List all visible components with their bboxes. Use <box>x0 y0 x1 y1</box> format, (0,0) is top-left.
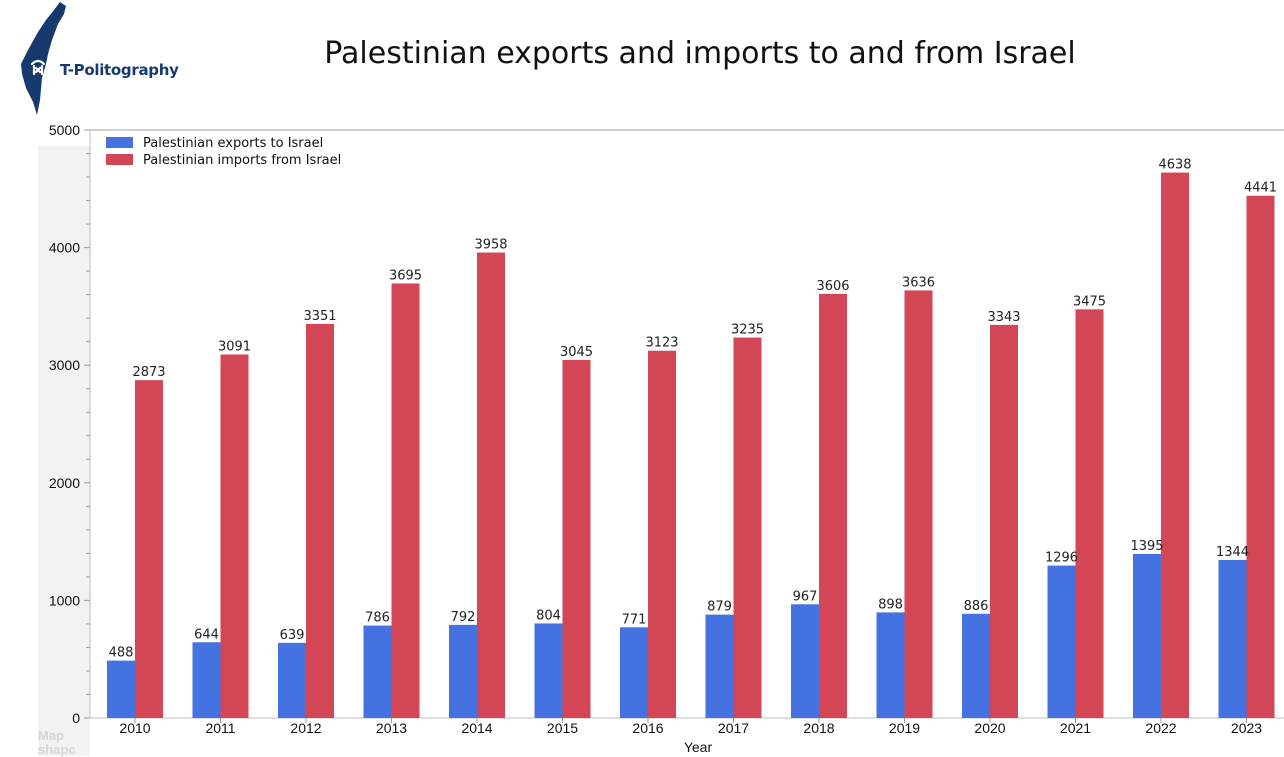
data-label-imports: 3606 <box>816 279 849 294</box>
bar-exports <box>449 624 477 718</box>
x-tick-label: 2012 <box>290 720 321 736</box>
x-axis-label: Year <box>684 739 713 755</box>
bar-exports <box>363 625 392 718</box>
bar-imports <box>1075 309 1104 718</box>
data-label-imports: 3958 <box>474 238 507 253</box>
data-label-imports: 3235 <box>731 323 764 338</box>
plot-area <box>90 130 1284 718</box>
data-label-exports: 804 <box>536 608 561 623</box>
chart: 0 1000 2000 3000 4000 5000 488 2873 2010 644 3091 2… <box>49 122 1284 755</box>
data-label-imports: 3123 <box>645 336 678 351</box>
legend-label: Palestinian imports from Israel <box>143 153 341 168</box>
bar-exports <box>192 642 221 718</box>
left-panel-strip <box>38 146 90 756</box>
bar-imports <box>391 283 420 718</box>
data-label-exports: 792 <box>451 610 476 625</box>
bar-exports <box>620 627 648 718</box>
data-label-imports: 4638 <box>1158 158 1191 173</box>
data-label-exports: 1395 <box>1130 539 1163 554</box>
bar-exports <box>705 614 734 718</box>
x-tick-label: 2011 <box>205 720 235 736</box>
bar-exports <box>107 660 135 718</box>
data-label-exports: 879 <box>707 600 732 615</box>
logo-text: T-Politography <box>60 61 179 79</box>
x-tick-label: 2013 <box>376 720 407 736</box>
data-label-imports: 3045 <box>560 345 593 360</box>
bar-imports <box>733 337 762 718</box>
logo: T-Politography <box>18 2 179 118</box>
data-label-imports: 3695 <box>389 268 422 283</box>
watermark-line: shapc <box>38 742 76 757</box>
x-tick-label: 2017 <box>718 720 749 736</box>
bar-imports <box>562 359 591 718</box>
bar-exports <box>962 613 990 718</box>
bar-exports <box>1218 559 1247 718</box>
data-label-imports: 3636 <box>902 275 935 290</box>
data-label-exports: 1344 <box>1216 545 1249 560</box>
x-tick-label: 2023 <box>1231 720 1262 736</box>
bar-imports <box>1161 172 1189 719</box>
y-tick-label: 1000 <box>49 592 80 608</box>
x-tick-label: 2018 <box>803 720 834 736</box>
bar-imports <box>819 293 847 718</box>
data-label-exports: 644 <box>194 627 219 642</box>
data-label-exports: 488 <box>109 646 134 661</box>
x-tick-label: 2021 <box>1060 720 1091 736</box>
data-label-exports: 967 <box>793 589 818 604</box>
legend-label: Palestinian exports to Israel <box>143 136 323 151</box>
bar-imports <box>135 380 163 718</box>
bar-exports <box>534 623 563 718</box>
bar-exports <box>1047 565 1076 718</box>
x-tick-label: 2010 <box>119 720 150 736</box>
bar-imports <box>1246 195 1275 718</box>
data-label-exports: 1296 <box>1045 551 1078 566</box>
bar-exports <box>791 604 819 718</box>
data-label-exports: 886 <box>964 599 989 614</box>
data-label-exports: 786 <box>365 611 390 626</box>
bar-imports <box>220 354 249 718</box>
bar-imports <box>648 350 676 718</box>
data-label-imports: 3091 <box>218 339 251 354</box>
x-tick-label: 2022 <box>1145 720 1176 736</box>
data-label-imports: 3343 <box>987 310 1020 325</box>
legend-swatch <box>106 137 133 148</box>
y-tick-label: 4000 <box>49 240 80 256</box>
watermark-line: Map <box>38 728 64 743</box>
bar-imports <box>904 290 933 718</box>
israel-map-icon <box>21 2 66 115</box>
x-tick-label: 2016 <box>632 720 663 736</box>
data-label-exports: 771 <box>622 612 647 627</box>
bar-imports <box>990 324 1018 718</box>
bar-exports <box>1133 553 1161 718</box>
y-tick-label: 0 <box>72 710 80 726</box>
x-tick-label: 2015 <box>547 720 578 736</box>
x-tick-label: 2019 <box>889 720 920 736</box>
data-label-exports: 639 <box>280 628 305 643</box>
x-tick-label: 2020 <box>974 720 1005 736</box>
y-tick-label: 5000 <box>49 122 80 138</box>
data-label-imports: 3475 <box>1073 294 1106 309</box>
x-tick-label: 2014 <box>461 720 492 736</box>
data-label-imports: 3351 <box>303 309 336 324</box>
data-label-imports: 2873 <box>132 365 165 380</box>
bar-imports <box>306 323 334 718</box>
bar-imports <box>477 252 505 719</box>
y-tick-label: 3000 <box>49 357 80 373</box>
bar-exports <box>278 642 306 718</box>
data-label-exports: 898 <box>878 597 903 612</box>
map-watermark: Map shapc <box>38 729 76 757</box>
bar-exports <box>876 612 905 718</box>
legend-swatch <box>106 154 133 165</box>
y-tick-label: 2000 <box>49 475 80 491</box>
page-title: Palestinian exports and imports to and f… <box>324 36 1076 71</box>
data-label-imports: 4441 <box>1244 181 1277 196</box>
